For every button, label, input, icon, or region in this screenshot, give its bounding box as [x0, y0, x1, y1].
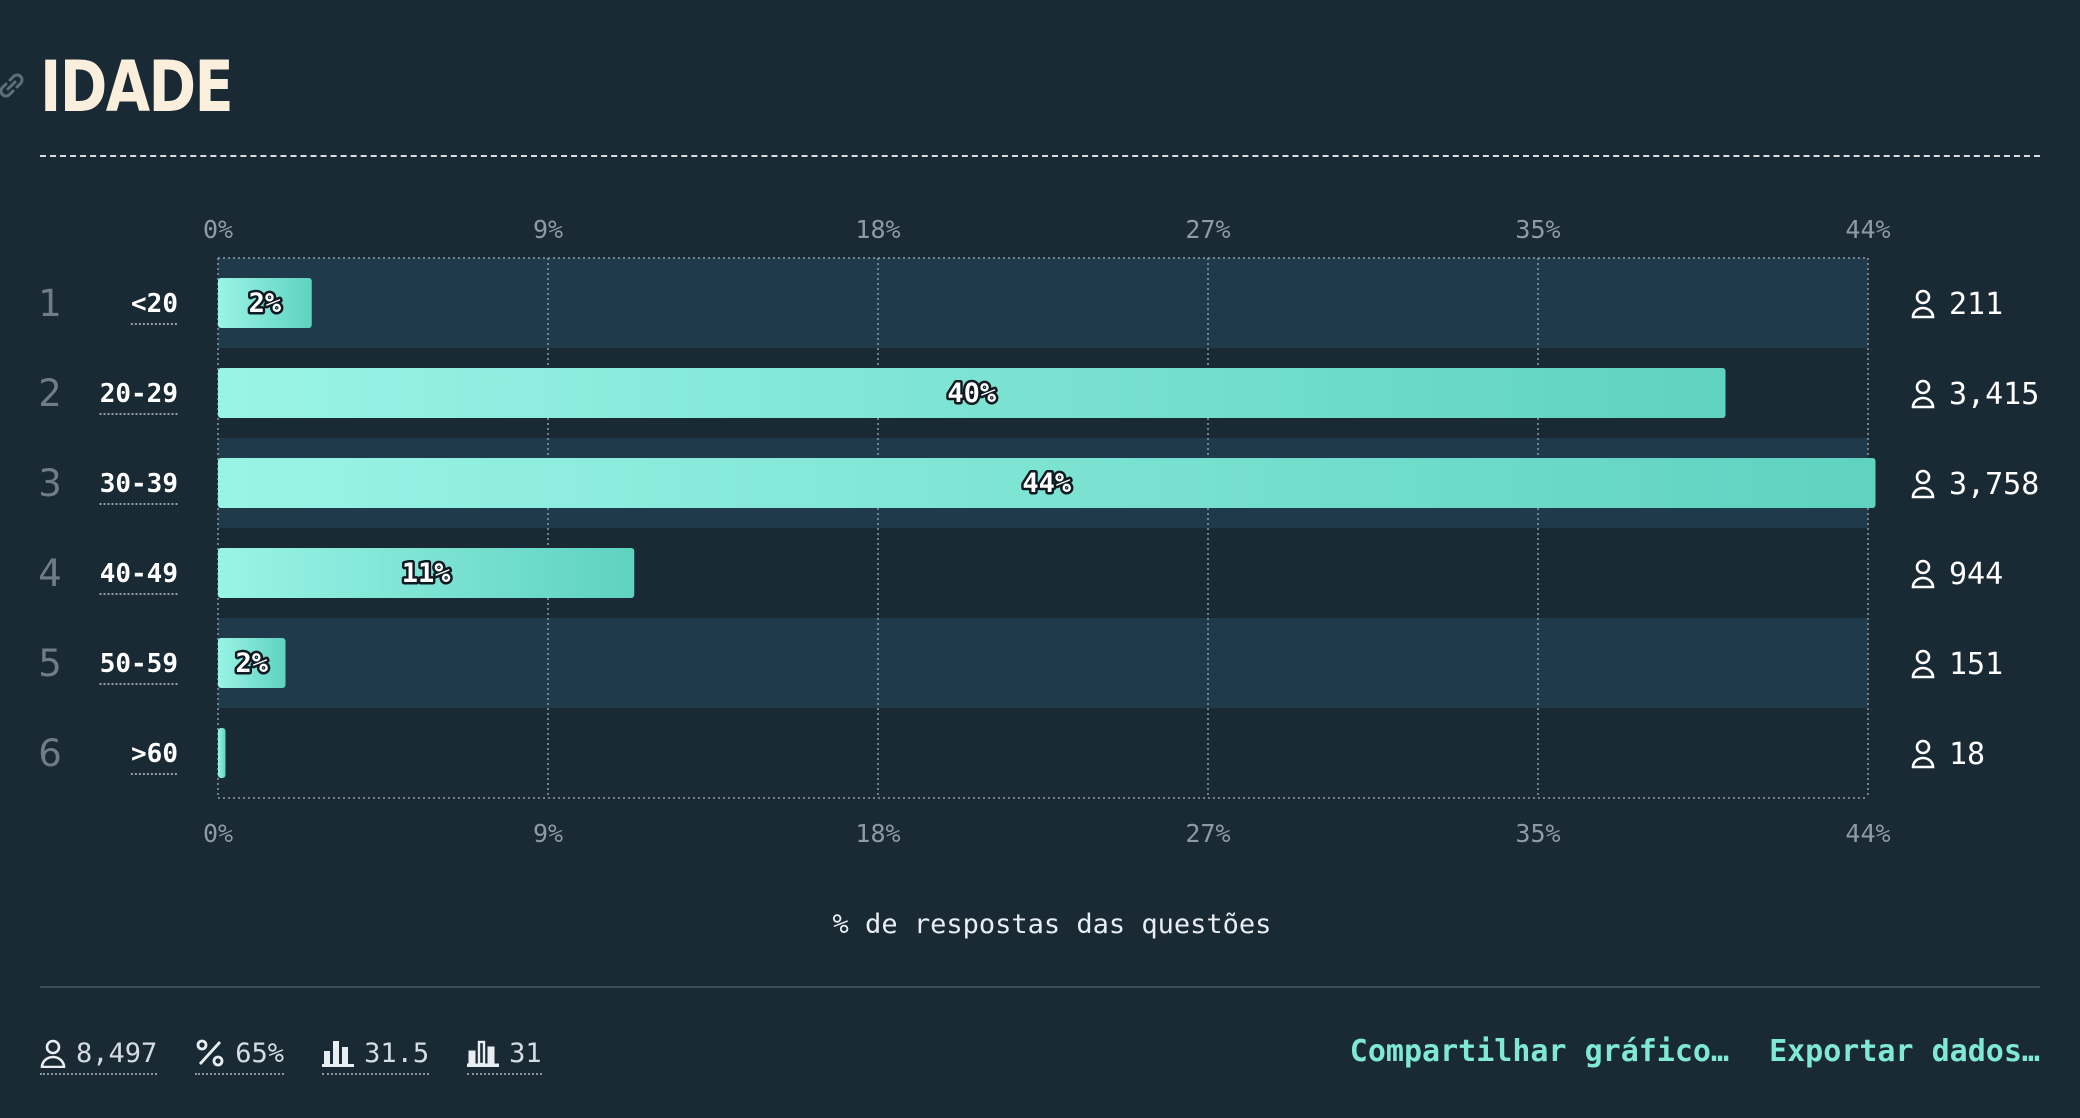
x-tick-label-bottom: 9% — [533, 819, 563, 848]
median-stat[interactable]: 31 — [467, 1038, 542, 1075]
bar-value-label: 11% — [402, 558, 452, 589]
bar-value-label: 40% — [947, 378, 997, 409]
respondent-count: 3,758 — [1949, 467, 2039, 502]
title-divider — [40, 155, 2040, 157]
person-icon — [1911, 649, 1935, 679]
row-rank: 6 — [38, 732, 62, 775]
bar-chart-median-icon — [467, 1040, 500, 1067]
row-rank: 4 — [38, 552, 62, 595]
page-title: IDADE — [40, 46, 234, 128]
respondent-count: 211 — [1949, 287, 2003, 322]
person-icon — [1911, 559, 1935, 589]
mean-stat[interactable]: 31.5 — [322, 1037, 430, 1075]
person-icon — [1911, 469, 1935, 499]
row-rank: 3 — [38, 462, 62, 505]
x-tick-label-bottom: 27% — [1185, 819, 1230, 848]
category-label[interactable]: 30-39 — [100, 469, 178, 499]
row-rank: 1 — [38, 282, 62, 325]
x-tick-label-top: 9% — [533, 215, 563, 244]
bar[interactable] — [218, 368, 1726, 418]
bar-value-label: 2% — [249, 288, 282, 319]
category-label[interactable]: 40-49 — [100, 559, 178, 589]
link-icon[interactable] — [0, 70, 26, 100]
x-tick-label-top: 27% — [1185, 215, 1230, 244]
row-rank: 2 — [38, 372, 62, 415]
person-icon — [1911, 289, 1935, 319]
x-tick-label-top: 18% — [855, 215, 900, 244]
row-rank: 5 — [38, 642, 62, 685]
person-icon — [40, 1039, 66, 1068]
median-value: 31 — [509, 1037, 542, 1069]
x-axis-label: % de respostas das questões — [833, 909, 1272, 940]
percent-icon — [196, 1039, 224, 1067]
x-tick-label-bottom: 18% — [855, 819, 900, 848]
respondent-count: 151 — [1949, 647, 2003, 682]
x-tick-label-top: 35% — [1515, 215, 1560, 244]
x-tick-label-bottom: 35% — [1515, 819, 1560, 848]
x-tick-label-bottom: 0% — [203, 819, 233, 848]
bar[interactable] — [218, 458, 1876, 508]
category-label[interactable]: <20 — [131, 289, 178, 319]
respondents-stat[interactable]: 8,497 — [40, 1037, 158, 1075]
category-label[interactable]: 50-59 — [100, 649, 178, 679]
bar[interactable] — [218, 728, 226, 778]
export-data-link[interactable]: Exportar dados… — [1769, 1034, 2040, 1069]
respondent-count: 18 — [1949, 737, 1985, 772]
row-band — [218, 258, 1868, 348]
mean-value: 31.5 — [364, 1037, 430, 1069]
category-label[interactable]: 20-29 — [100, 379, 178, 409]
x-tick-label-bottom: 44% — [1845, 819, 1890, 848]
person-icon — [1911, 739, 1935, 769]
chart-actions: Compartilhar gráfico… Exportar dados… — [1350, 1034, 2040, 1069]
bar-value-label: 2% — [235, 648, 268, 679]
respondent-count: 3,415 — [1949, 377, 2039, 412]
x-tick-label-top: 0% — [203, 215, 233, 244]
summary-stats: 8,497 65% 31.5 31 — [40, 1034, 542, 1078]
bar-chart-mean-icon — [322, 1041, 355, 1067]
footer-divider — [40, 986, 2040, 988]
bar[interactable] — [218, 278, 312, 328]
share-chart-link[interactable]: Compartilhar gráfico… — [1349, 1034, 1730, 1069]
respondents-value: 8,497 — [76, 1037, 158, 1069]
x-tick-label-top: 44% — [1845, 215, 1890, 244]
bar[interactable] — [218, 638, 286, 688]
respondent-count: 944 — [1949, 557, 2003, 592]
category-label[interactable]: >60 — [131, 739, 178, 769]
person-icon — [1911, 379, 1935, 409]
row-band — [218, 618, 1868, 708]
percent-value: 65% — [235, 1037, 285, 1069]
bar-value-label: 44% — [1022, 468, 1072, 499]
bar-chart: 2%40%44%11%2% 0%0%9%9%18%18%27%27%35%35%… — [38, 215, 2039, 940]
percent-stat[interactable]: 65% — [195, 1037, 285, 1075]
bar[interactable] — [218, 548, 635, 598]
